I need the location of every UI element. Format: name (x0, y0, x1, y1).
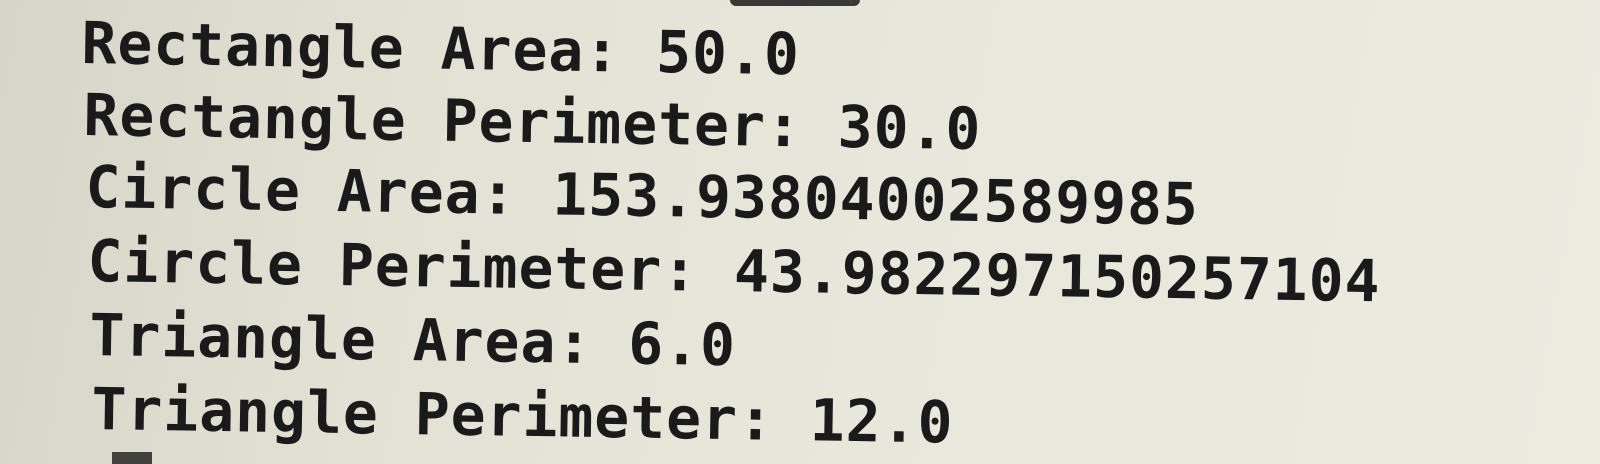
output-line: Triangle Area: 6.0 (89, 301, 737, 380)
output-line: Triangle Perimeter: 12.0 (91, 375, 955, 457)
cropped-text-fragment (112, 452, 152, 464)
output-line: Circle Perimeter: 43.982297150257104 (87, 227, 1382, 316)
cropped-text-fragment (730, 0, 860, 6)
output-line: Circle Area: 153.93804002589985 (85, 153, 1200, 239)
output-line: Rectangle Area: 50.0 (81, 9, 801, 89)
output-line: Rectangle Perimeter: 30.0 (83, 81, 982, 164)
